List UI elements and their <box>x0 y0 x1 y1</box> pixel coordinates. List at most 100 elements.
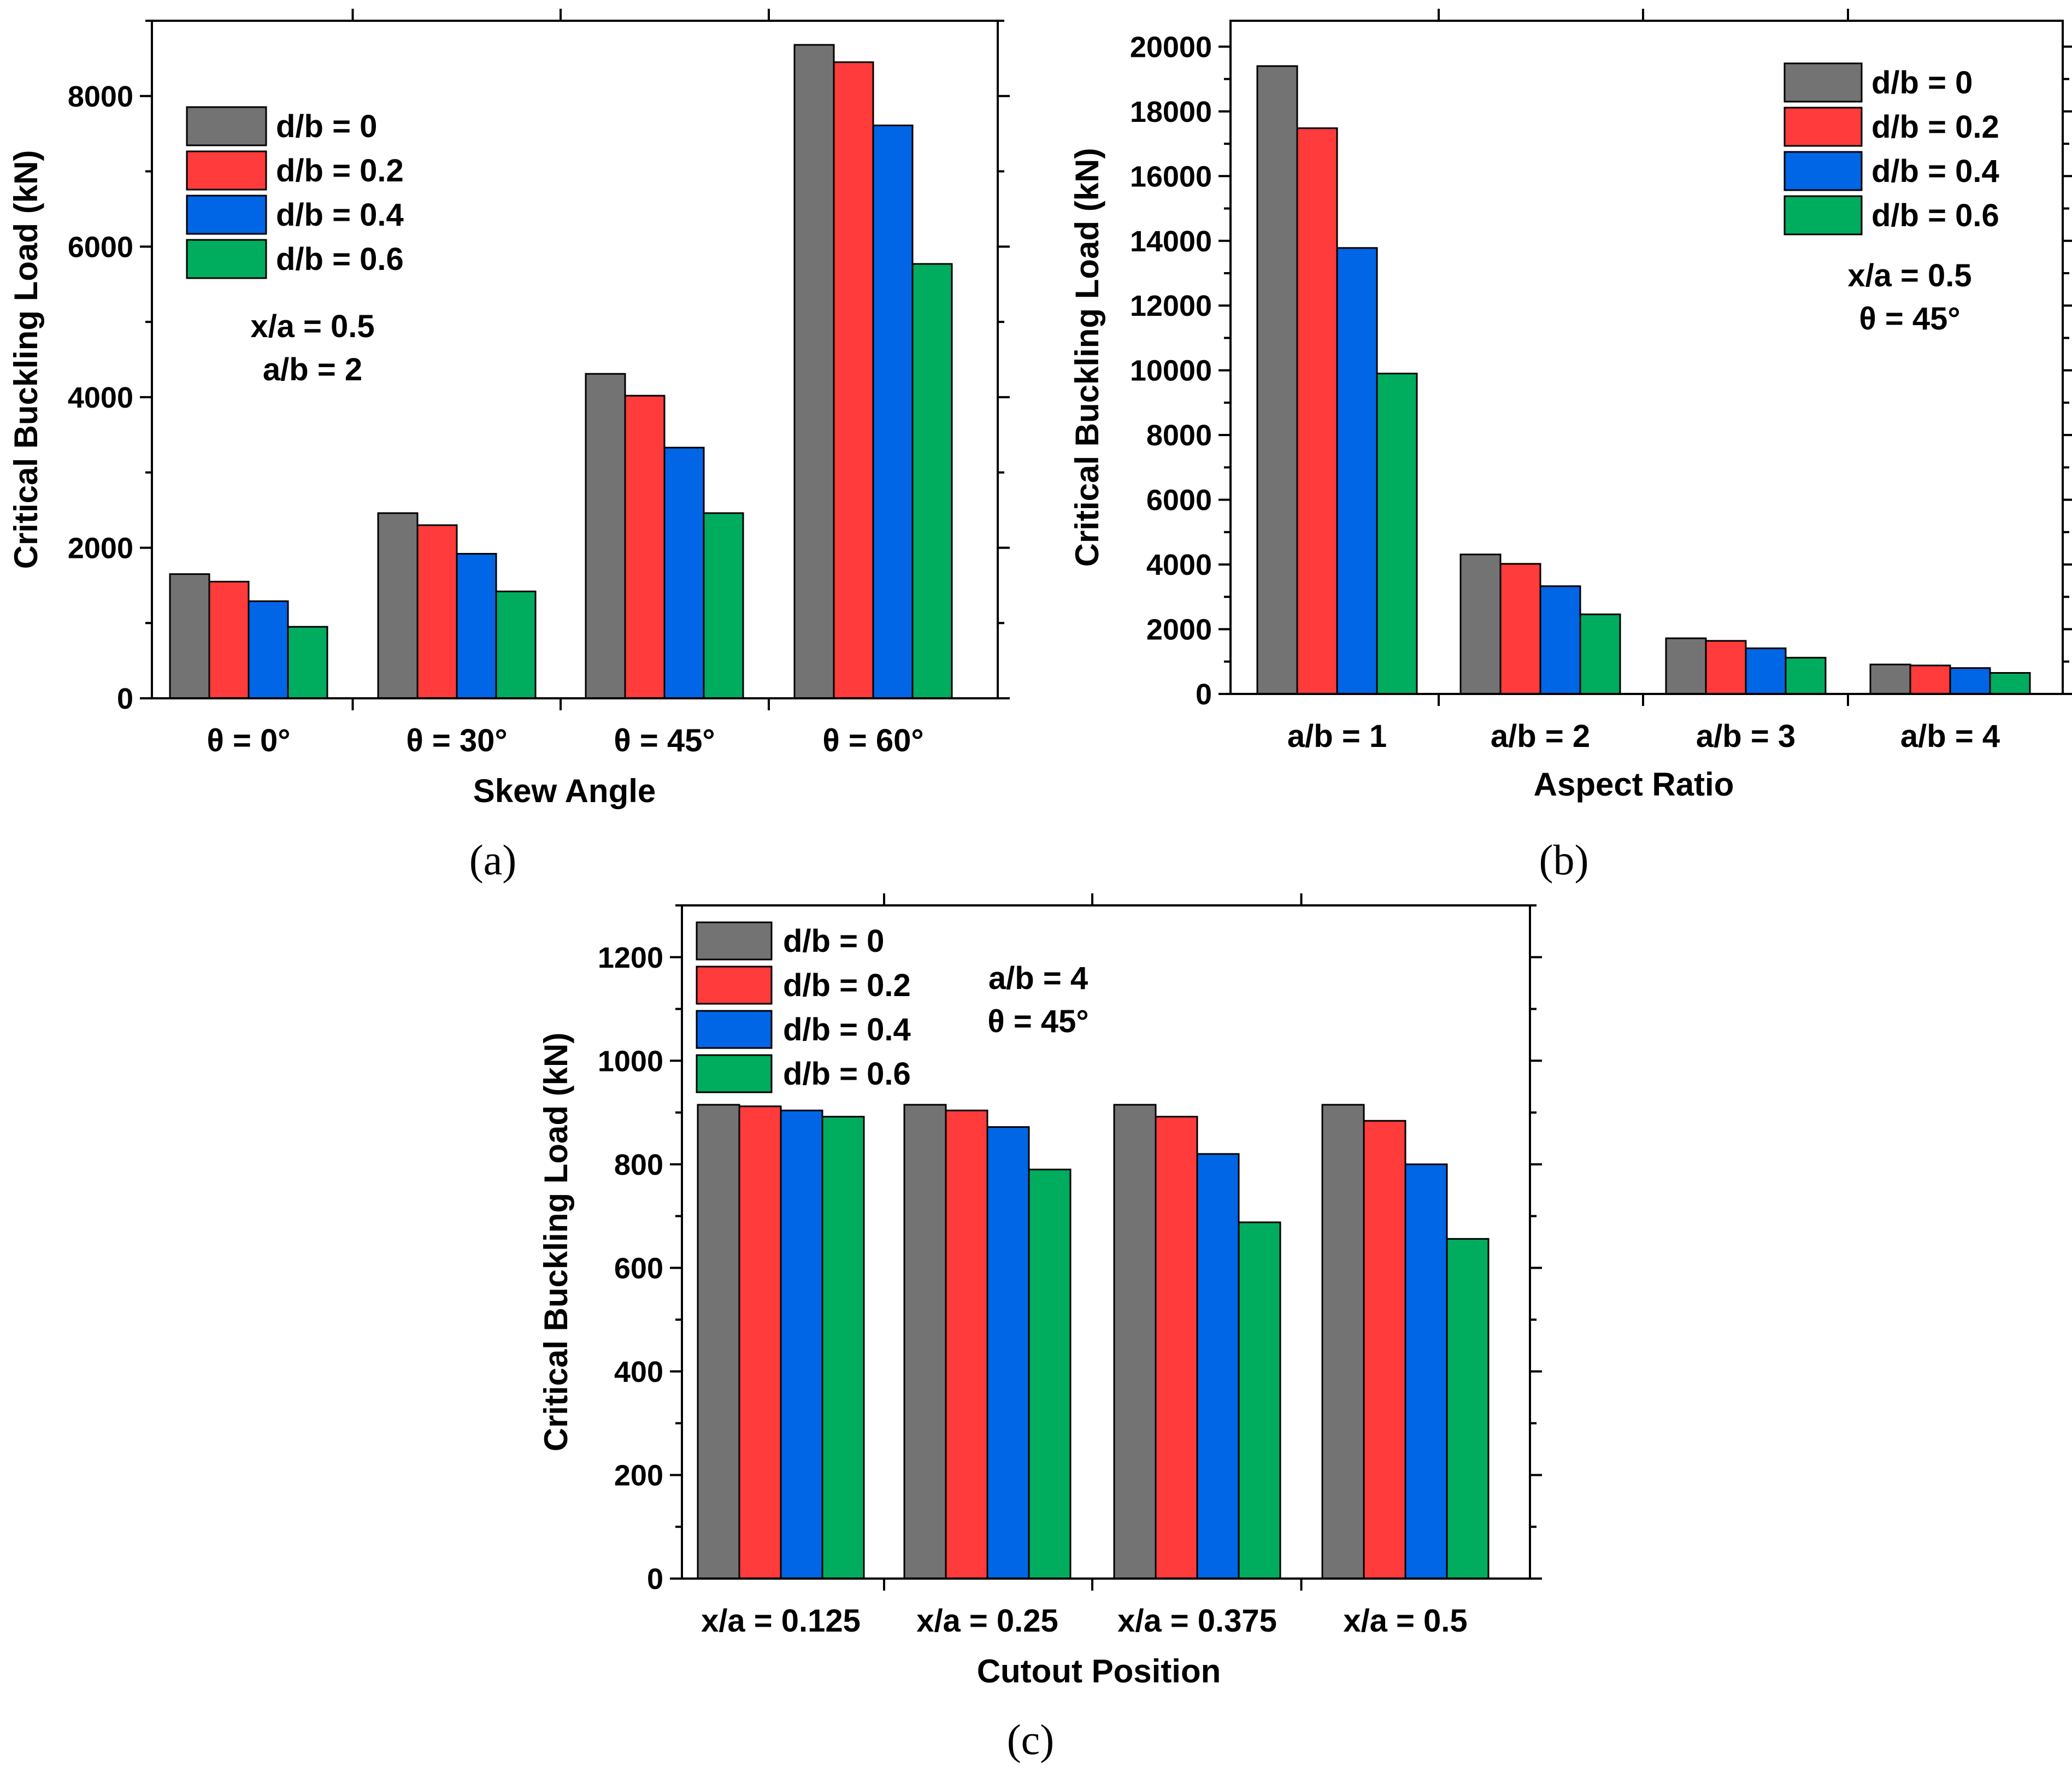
x-category-label: a/b = 3 <box>1696 719 1796 754</box>
y-axis-title: Critical Buckling Load (kN) <box>538 1033 574 1452</box>
panel-label: (c) <box>1007 1716 1055 1763</box>
bar <box>663 446 705 699</box>
y-tick-label: 16000 <box>1130 160 1212 193</box>
legend-label: d/b = 0 <box>783 923 884 959</box>
y-tick-label: 4000 <box>1146 549 1212 581</box>
annotation: θ = 45° <box>987 1004 1088 1039</box>
legend-swatch <box>186 150 267 191</box>
legend-label: d/b = 0.6 <box>1871 198 1999 233</box>
bar <box>1028 1168 1072 1580</box>
legend-label: d/b = 0.2 <box>1871 109 1999 145</box>
legend-label: d/b = 0.6 <box>783 1056 911 1092</box>
bar <box>1539 585 1581 695</box>
x-category-label: θ = 30° <box>406 723 507 758</box>
x-category-label: x/a = 0.25 <box>916 1603 1058 1639</box>
panel-label: (a) <box>469 836 517 884</box>
bar <box>248 600 289 699</box>
bar <box>911 263 953 699</box>
annotation: a/b = 2 <box>263 352 362 387</box>
bar <box>1256 65 1298 695</box>
bar <box>821 1116 865 1580</box>
bar <box>1376 373 1418 695</box>
x-category-label: a/b = 1 <box>1287 719 1387 754</box>
legend-swatch <box>1783 107 1863 147</box>
x-category-label: x/a = 0.375 <box>1117 1603 1277 1639</box>
legend: d/b = 0 d/b = 0.2 d/b = 0.4 d/b = 0.6 <box>696 921 911 1093</box>
y-tick-label: 8000 <box>68 80 133 113</box>
panel-label: (b) <box>1539 836 1589 884</box>
y-axis-title: Critical Buckling Load (kN) <box>8 150 44 569</box>
y-tick-label: 20000 <box>1130 31 1212 63</box>
y-tick-label: 400 <box>614 1356 663 1388</box>
x-category-label: a/b = 2 <box>1491 719 1590 754</box>
bar <box>1404 1163 1448 1580</box>
bar <box>1113 1104 1157 1580</box>
bar <box>703 512 744 699</box>
legend-swatch <box>696 1010 773 1049</box>
bar <box>495 590 537 699</box>
x-category-label: θ = 45° <box>614 723 715 758</box>
y-tick-label: 10000 <box>1130 355 1212 387</box>
legend-swatch <box>696 966 773 1005</box>
x-axis-title: Skew Angle <box>473 773 656 809</box>
bar <box>1196 1153 1240 1580</box>
y-tick-label: 4000 <box>68 381 133 414</box>
x-category-label: θ = 0° <box>207 723 291 758</box>
y-tick-label: 2000 <box>68 532 133 564</box>
legend-swatch <box>696 1054 773 1093</box>
y-tick-label: 1200 <box>598 941 663 974</box>
x-category-label: θ = 60° <box>822 723 923 758</box>
bar <box>780 1109 823 1580</box>
x-category-label: a/b = 4 <box>1900 719 2000 754</box>
bar <box>208 580 250 699</box>
y-tick-label: 0 <box>1196 678 1212 711</box>
bar <box>793 44 835 699</box>
bar <box>1745 647 1787 695</box>
legend-label: d/b = 0.4 <box>1871 154 1999 189</box>
annotation: θ = 45° <box>1859 301 1960 337</box>
legend-label: d/b = 0.2 <box>783 968 911 1003</box>
bar <box>1296 127 1338 695</box>
legend: d/b = 0 d/b = 0.2 d/b = 0.4 d/b = 0.6 <box>1783 62 1999 236</box>
legend-label: d/b = 0 <box>1871 65 1973 101</box>
y-tick-label: 2000 <box>1146 614 1212 646</box>
legend-swatch <box>186 195 267 235</box>
y-tick-label: 1000 <box>598 1045 663 1078</box>
bar <box>1705 640 1747 695</box>
legend-swatch <box>1783 195 1863 236</box>
bar <box>1785 657 1827 695</box>
chart-panel-3: 0 200 400 600 800 1000 1200 x/a = 0.125 x/a = 0.… <box>538 893 1542 1763</box>
plot-frame <box>151 20 999 699</box>
x-category-label: x/a = 0.125 <box>701 1603 861 1639</box>
legend-swatch <box>1783 151 1863 191</box>
bar <box>903 1104 947 1580</box>
bar <box>1869 663 1911 695</box>
bar <box>1949 667 1991 695</box>
bar <box>986 1126 1030 1580</box>
bar <box>1665 637 1707 695</box>
bar <box>1579 613 1621 695</box>
bar <box>1909 664 1951 695</box>
bar <box>585 373 626 699</box>
bar <box>833 61 874 699</box>
legend-label: d/b = 0.2 <box>276 153 404 189</box>
bar <box>287 626 328 699</box>
bar <box>169 573 210 699</box>
bar <box>1155 1116 1198 1580</box>
y-tick-label: 0 <box>117 682 133 715</box>
bar <box>377 512 419 699</box>
annotation: x/a = 0.5 <box>250 309 374 344</box>
legend-label: d/b = 0.6 <box>276 242 404 277</box>
y-tick-label: 6000 <box>1146 484 1212 517</box>
bar <box>1446 1238 1490 1580</box>
legend-swatch <box>186 106 267 146</box>
annotation: a/b = 4 <box>988 961 1088 996</box>
y-tick-label: 0 <box>647 1563 663 1596</box>
bar <box>416 524 458 699</box>
x-category-label: x/a = 0.5 <box>1343 1603 1467 1639</box>
y-tick-label: 18000 <box>1130 96 1212 128</box>
y-tick-label: 200 <box>614 1459 663 1492</box>
bar <box>1336 247 1378 695</box>
x-axis-title: Aspect Ratio <box>1534 766 1734 803</box>
